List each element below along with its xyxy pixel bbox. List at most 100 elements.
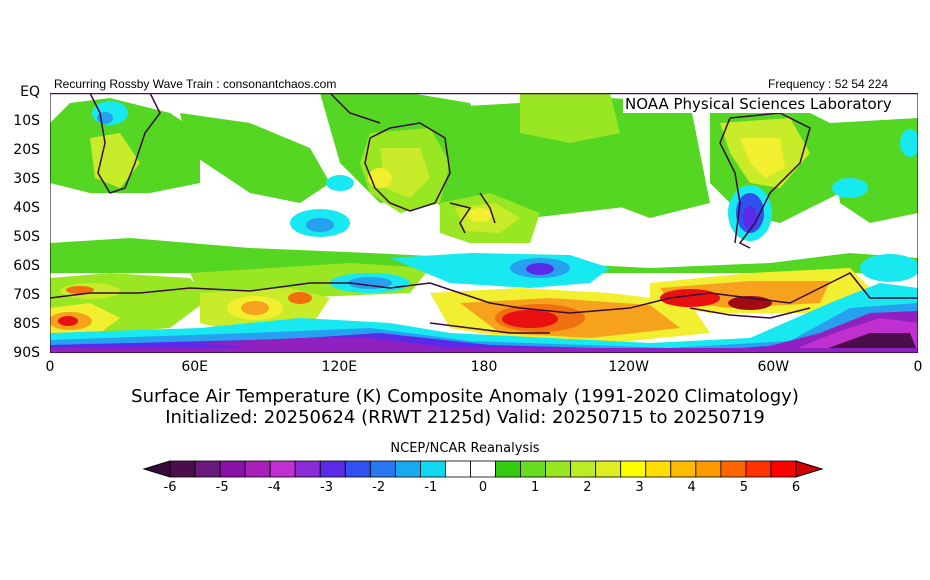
lat-label: 40S	[13, 200, 40, 216]
cold-spot	[743, 206, 757, 230]
yellowgreen-region	[90, 133, 140, 188]
cool-spot	[900, 129, 918, 157]
colorbar-swatch	[344, 460, 371, 478]
colorbar-tick-label: -4	[268, 480, 281, 495]
lon-label: 60W	[757, 359, 790, 375]
warm-region	[241, 301, 269, 315]
lon-label: 120E	[321, 359, 358, 375]
warm-spot	[740, 138, 785, 178]
colorbar-title: NCEP/NCAR Reanalysis	[390, 441, 540, 456]
colorbar-over-triangle	[795, 460, 824, 478]
colorbar-swatch	[244, 460, 271, 478]
colorbar-swatch	[670, 460, 697, 478]
colorbar-swatch	[294, 460, 321, 478]
lat-label: 10S	[13, 113, 40, 129]
weddell-coast	[689, 307, 811, 319]
green-region	[610, 153, 710, 218]
new-zealand-coast	[449, 202, 472, 234]
ross-ice-shelf	[429, 322, 550, 334]
colorbar-swatch	[720, 460, 747, 478]
org-label: NOAA Physical Sciences Laboratory	[623, 95, 894, 113]
colorbar-swatch	[520, 460, 546, 478]
antarctica-coast	[50, 272, 918, 314]
hot-region	[502, 310, 558, 328]
colorbar-swatch	[570, 460, 597, 478]
lat-label: 60S	[13, 258, 40, 274]
warm-spot	[66, 286, 94, 294]
colorbar-swatch	[369, 460, 396, 478]
lat-label: 30S	[13, 171, 40, 187]
header-frequency: Frequency : 52 54 224	[768, 77, 889, 91]
map-title: Surface Air Temperature (K) Composite An…	[131, 386, 799, 407]
south-america-coast	[719, 117, 741, 244]
cool-spot	[832, 178, 868, 198]
cool-spot	[326, 175, 354, 191]
lat-label: 20S	[13, 142, 40, 158]
colorbar-under-triangle	[142, 460, 171, 478]
colorbar-tick-label: 5	[740, 480, 748, 495]
cold-band	[190, 338, 450, 351]
lon-label: 180	[470, 359, 498, 375]
lat-label: EQ	[20, 84, 40, 100]
cool-spot	[306, 218, 334, 232]
header-title: Recurring Rossby Wave Train : consonantc…	[54, 77, 337, 91]
colorbar-swatch	[595, 460, 622, 478]
colorbar-swatch	[695, 460, 722, 478]
lat-label: 70S	[13, 287, 40, 303]
colorbar-tick-label: 1	[531, 480, 539, 495]
cold-band	[50, 348, 918, 353]
colorbar-swatch	[169, 460, 196, 478]
colorbar-tick-label: 4	[688, 480, 696, 495]
temperature-anomaly-map	[50, 93, 918, 353]
colorbar-swatch	[770, 460, 797, 478]
colorbar-tick-label: -5	[216, 480, 229, 495]
yellowgreen-region	[380, 148, 430, 198]
colorbar-swatch	[545, 460, 572, 478]
warm-spot	[368, 168, 392, 188]
colorbar-swatch	[745, 460, 772, 478]
cold-band	[526, 263, 554, 275]
lon-label: 60E	[181, 359, 208, 375]
colorbar: -6 -5 -4 -3 -2 -1 0 1 2 3 4 5 6	[142, 460, 824, 495]
cool-band	[348, 277, 392, 289]
lon-label: 0	[45, 359, 55, 375]
indonesia-coast	[329, 93, 381, 124]
hot-spot	[58, 316, 78, 326]
green-region	[180, 113, 330, 203]
green-band	[50, 238, 918, 273]
colorbar-swatch	[319, 460, 346, 478]
anomaly-field	[50, 93, 918, 353]
colorbar-swatch	[219, 460, 246, 478]
cool-spot	[860, 254, 918, 282]
lon-label: 0	[913, 359, 923, 375]
colorbar-swatch	[645, 460, 672, 478]
south-america-coast	[729, 112, 811, 249]
colorbar-tick-label: 0	[479, 480, 487, 495]
lightgreen-region	[520, 93, 620, 143]
colorbar-swatch	[620, 460, 647, 478]
colorbar-tick-label: 3	[635, 480, 643, 495]
coastlines	[50, 93, 918, 334]
colorbar-swatch	[269, 460, 296, 478]
colorbar-swatch	[495, 460, 521, 478]
colorbar-swatch	[194, 460, 221, 478]
colorbar-tick-label: -6	[164, 480, 177, 495]
warm-spot	[468, 208, 492, 222]
africa-coast	[89, 93, 161, 194]
lat-label: 90S	[13, 345, 40, 361]
colorbar-swatch	[470, 460, 496, 478]
colorbar-tick-label: 2	[583, 480, 591, 495]
lat-label: 80S	[13, 316, 40, 332]
colorbar-swatch	[445, 460, 471, 478]
lon-label: 120W	[608, 359, 649, 375]
lat-label: 50S	[13, 229, 40, 245]
colorbar-tick-label: -1	[424, 480, 437, 495]
colorbar-tick-label: -3	[320, 480, 333, 495]
colorbar-swatch	[394, 460, 421, 478]
colorbar-tick-label: -2	[372, 480, 385, 495]
colorbar-swatch	[419, 460, 446, 478]
colorbar-tick-label: 6	[792, 480, 800, 495]
warm-spot	[288, 292, 312, 304]
new-zealand-coast	[479, 192, 496, 224]
australia-coast	[364, 122, 451, 212]
